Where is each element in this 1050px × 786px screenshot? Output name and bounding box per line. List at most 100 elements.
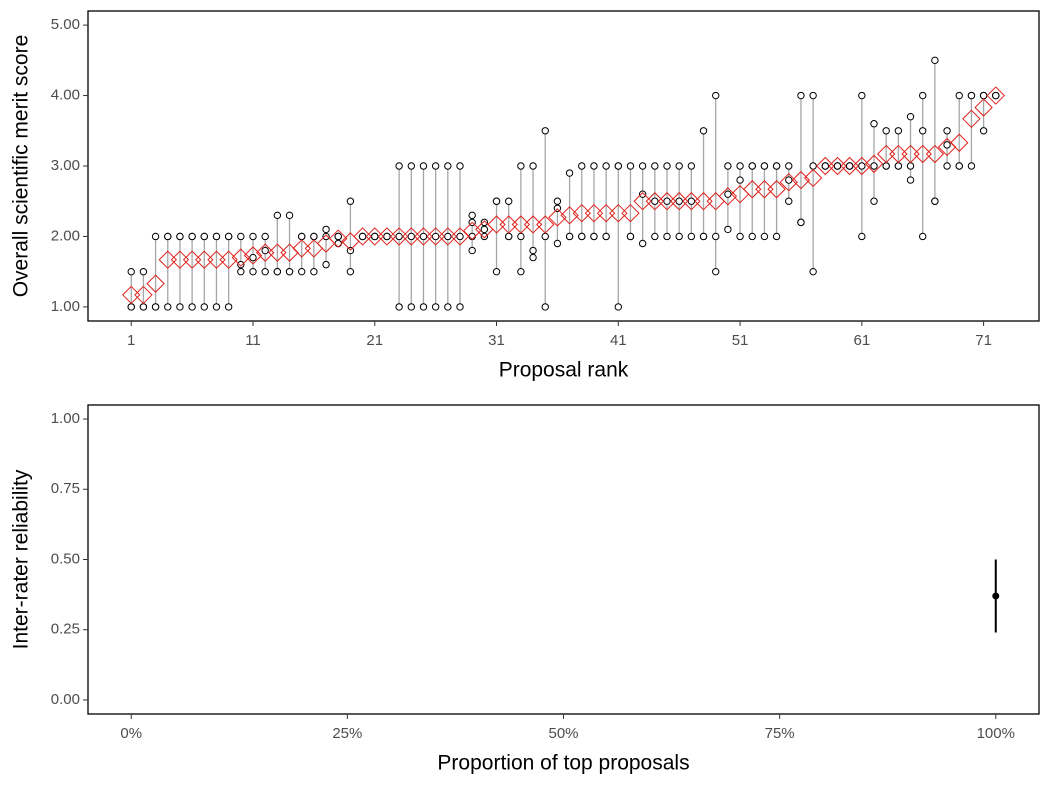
rating-point: [785, 162, 793, 170]
rating-point: [200, 232, 208, 241]
rating-point: [529, 246, 537, 255]
rating-point: [249, 232, 257, 241]
rating-point: [955, 162, 963, 170]
mean-diamond: [974, 98, 993, 117]
mean-diamond: [536, 215, 555, 234]
x-tick-label: 21: [366, 332, 383, 349]
rating-point: [699, 232, 708, 241]
mean-diamond: [207, 250, 226, 269]
mean-diamond: [645, 192, 665, 211]
rating-point: [687, 197, 696, 205]
mean-diamond: [718, 187, 738, 206]
panel: 1.002.003.004.005.001 11 21 31 41 51 61 71Propo…: [10, 10, 1040, 382]
mean-diamond: [572, 203, 591, 223]
rating-point: [663, 162, 671, 170]
rating-point: [322, 232, 330, 241]
mean-diamond: [389, 227, 409, 246]
rating-point: [273, 211, 282, 220]
rating-point: [772, 232, 781, 241]
mean-diamond: [657, 192, 677, 211]
rating-point: [602, 232, 610, 241]
rating-point: [285, 267, 294, 276]
rating-point: [870, 120, 878, 128]
rating-point: [785, 197, 793, 205]
y-axis-title: Overall scientific merit score: [10, 35, 33, 298]
rating-point: [431, 303, 440, 311]
rating-point: [858, 91, 866, 100]
mean-diamond: [986, 86, 1005, 105]
mean-diamond: [353, 227, 372, 246]
rating-point: [322, 225, 330, 234]
panel-border: [87, 404, 1040, 715]
mean-diamond: [219, 250, 238, 269]
x-tick-label: 61: [853, 332, 870, 349]
rating-point: [712, 91, 720, 100]
rating-point: [736, 232, 744, 241]
rating-point: [845, 162, 854, 170]
rating-point: [127, 267, 135, 276]
rating-point: [261, 267, 269, 276]
rating-point: [919, 91, 927, 100]
rating-point: [919, 232, 927, 241]
rating-point: [565, 232, 574, 241]
rating-point: [651, 162, 659, 170]
mean-diamond: [377, 227, 397, 246]
rating-point: [419, 303, 428, 311]
mean-diamond: [755, 180, 774, 199]
rating-point: [870, 197, 878, 205]
rating-point: [638, 162, 647, 170]
rating-point: [748, 232, 756, 241]
mean-diamond: [195, 250, 214, 269]
rating-point: [736, 162, 744, 170]
rating-point: [298, 232, 306, 241]
mean-diamond: [426, 227, 445, 246]
mean-diamond: [596, 203, 616, 223]
mean-diamond: [876, 144, 896, 164]
mean-diamond: [414, 227, 433, 246]
x-axis-title: Proposal rank: [499, 359, 629, 382]
rating-point: [858, 232, 866, 241]
x-tick-label: 31: [488, 332, 505, 349]
rating-point: [139, 303, 148, 311]
rating-point: [346, 267, 355, 276]
rating-point: [444, 303, 452, 311]
x-tick-label: 11: [245, 332, 261, 349]
mean-diamond: [913, 144, 932, 164]
rating-point: [492, 267, 501, 276]
mean-diamond: [329, 229, 348, 248]
rating-point: [894, 127, 903, 135]
rating-point: [797, 218, 805, 227]
rating-point: [590, 162, 598, 170]
mean-diamond: [243, 246, 263, 265]
x-tick-label: 0%: [120, 725, 142, 742]
mean-diamond: [779, 172, 798, 192]
x-tick-label: 71: [975, 332, 992, 349]
x-tick-label: 75%: [765, 725, 795, 742]
rating-point: [151, 303, 160, 311]
mean-diamond: [889, 144, 908, 164]
mean-diamond: [487, 215, 506, 234]
rating-point: [760, 232, 769, 241]
y-axis-title: Inter-rater reliability: [10, 469, 33, 649]
rating-point: [139, 267, 148, 276]
y-tick-label: 0.00: [51, 691, 80, 708]
rating-point: [882, 127, 890, 135]
mean-diamond: [438, 227, 458, 246]
rating-point: [687, 232, 696, 241]
rating-point: [188, 303, 196, 311]
mean-diamond: [828, 156, 847, 176]
point: [992, 592, 1000, 600]
rating-point: [797, 91, 805, 100]
x-tick-label: 1: [127, 332, 135, 349]
rating-point: [480, 232, 489, 241]
rating-point: [675, 162, 683, 170]
rating-point: [979, 91, 988, 100]
rating-point: [712, 267, 720, 276]
mean-diamond: [548, 208, 567, 227]
y-tick-label: 0.75: [51, 480, 80, 497]
mean-diamond: [182, 250, 202, 269]
x-axis-title: Proportion of top proposals: [437, 752, 689, 775]
rating-point: [212, 232, 221, 241]
rating-point: [517, 162, 525, 170]
rating-point: [931, 197, 939, 205]
